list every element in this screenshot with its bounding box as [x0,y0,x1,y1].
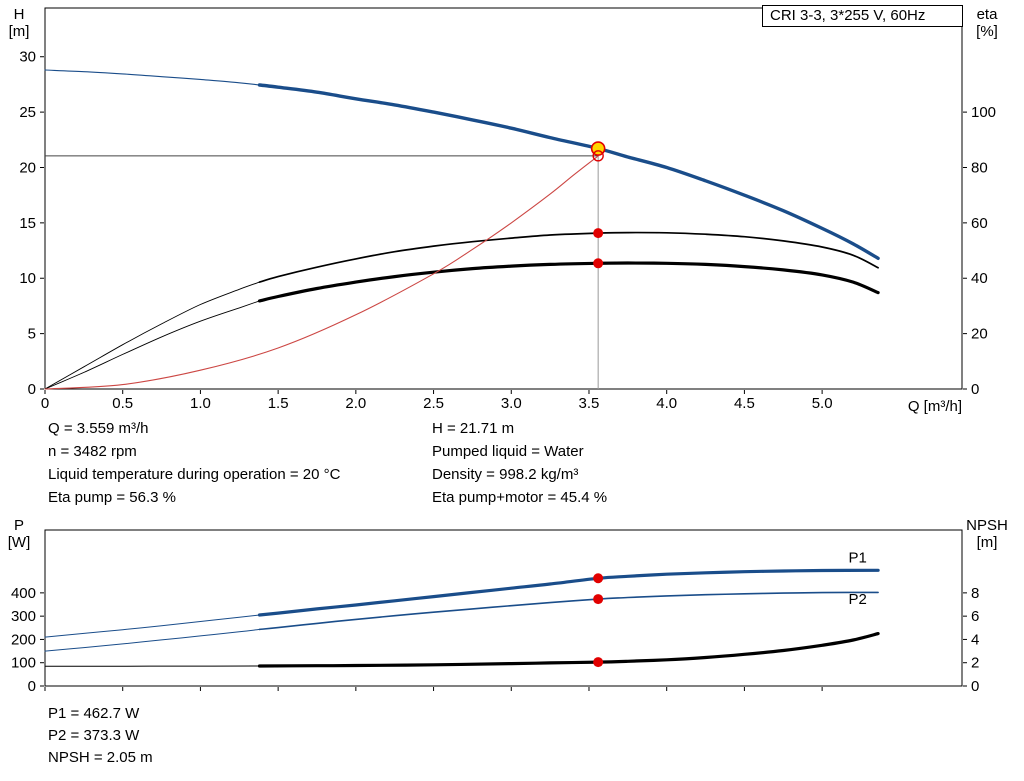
x-tick-label: 0.5 [112,395,133,412]
npsh-axis-title-line1: NPSH [966,517,1008,534]
npsh-point [593,657,604,668]
y-right-tick-label: 6 [971,608,979,625]
x-tick-label: 1.0 [190,395,211,412]
x-tick-label: 3.0 [501,395,522,412]
result-h: H = 21.71 m [432,420,515,437]
p2-curve [258,591,879,631]
y-left-tick-label: 200 [11,631,36,648]
p1-curve [44,614,260,638]
duty-results-col2: H = 21.71 m Pumped liquid = Water Densit… [432,417,607,509]
h-axis-title-line2: [m] [8,23,30,40]
y-left-tick-label: 300 [11,608,36,625]
npsh-axis-title: NPSH [m] [958,517,1016,551]
hq-curve [257,83,880,260]
x-tick-label: 5.0 [812,395,833,412]
p2-label: P2 [849,591,867,608]
h-axis-title-line1: H [13,6,25,23]
h-axis-title: H [m] [0,6,38,40]
power-results: P1 = 462.7 W P2 = 373.3 W NPSH = 2.05 m [48,703,153,769]
eta-pump-motor-point [593,258,604,269]
y-right-tick-label: 0 [971,381,979,398]
npsh-curve [257,632,880,668]
y-left-tick-label: 10 [19,270,36,287]
eta-pump-motor-curve [257,261,880,303]
duty-results-col1: Q = 3.559 m³/h n = 3482 rpm Liquid tempe… [48,417,340,509]
power-npsh-chart: 0 100 200 300 400 0 2 4 6 8 P1 P2 [11,529,979,695]
y-right-tick-label: 8 [971,585,979,602]
y-left-tick-label: 30 [19,49,36,66]
y-left-tick-label: 5 [28,326,36,343]
npsh-axis-title-line2: [m] [976,534,998,551]
eta-pump-motor-curve [44,300,260,390]
y-right-tick-label: 2 [971,655,979,672]
y-right-tick-label: 4 [971,631,979,648]
p1-label: P1 [849,550,867,567]
requested-point [592,150,604,162]
y-left-tick-label: 100 [11,655,36,672]
y-right-tick-label: 40 [971,270,988,287]
result-eta-pump-motor: Eta pump+motor = 45.4 % [432,489,608,506]
p-axis-title: P [W] [0,517,38,551]
eta-axis-title-line1: eta [976,6,998,23]
y-left-tick-label: 0 [28,381,36,398]
eta-axis-title: eta [%] [962,6,1012,40]
y-right-tick-label: 100 [971,104,996,121]
x-tick-label: 2.0 [345,395,366,412]
p-axis-title-line2: [W] [7,534,31,551]
y-right-tick-label: 80 [971,159,988,176]
result-npsh: NPSH = 2.05 m [48,749,153,766]
y-left-tick-label: 20 [19,159,36,176]
eta-pump-curve [44,281,260,390]
result-liquid-temp: Liquid temperature during operation = 20… [48,466,341,483]
result-pumped-liquid: Pumped liquid = Water [432,443,584,460]
result-q: Q = 3.559 m³/h [48,420,149,437]
x-tick-label: 1.5 [268,395,289,412]
pump-designation-box: CRI 3-3, 3*255 V, 60Hz [762,5,963,27]
eta-axis-title-line2: [%] [976,23,998,40]
x-tick-label: 3.5 [579,395,600,412]
y-left-tick-label: 25 [19,104,36,121]
x-tick-label: 2.5 [423,395,444,412]
result-n: n = 3482 rpm [48,443,137,460]
system-curve-curve [44,155,599,390]
q-axis-title: Q [m³/h] [907,398,962,415]
eta-pump-curve [258,231,879,283]
y-left-tick-label: 400 [11,585,36,602]
y-right-tick-label: 0 [971,678,979,695]
y-left-tick-label: 15 [19,215,36,232]
result-p1: P1 = 462.7 W [48,705,140,722]
x-tick-label: 0 [41,395,49,412]
x-tick-label: 4.0 [656,395,677,412]
plot-frame [44,7,963,390]
result-eta-pump: Eta pump = 56.3 % [48,489,176,506]
hq-eta-chart: 0 0.5 1.0 1.5 2.0 2.5 3.0 3.5 4.0 4.5 5.0 0 5 10 15 20 2… [19,7,996,412]
plot-frame [44,529,963,687]
result-p2: P2 = 373.3 W [48,727,140,744]
p2-point [593,594,604,605]
p-axis-title-line1: P [13,517,24,534]
p1-curve [257,568,880,617]
eta-pump-point [593,228,604,239]
y-right-tick-label: 20 [971,326,988,343]
result-density: Density = 998.2 kg/m³ [432,466,579,483]
p2-curve [44,628,260,652]
hq-curve [44,69,261,86]
p1-point [593,573,604,584]
x-tick-label: 4.5 [734,395,755,412]
y-left-tick-label: 0 [28,678,36,695]
y-right-tick-label: 60 [971,215,988,232]
